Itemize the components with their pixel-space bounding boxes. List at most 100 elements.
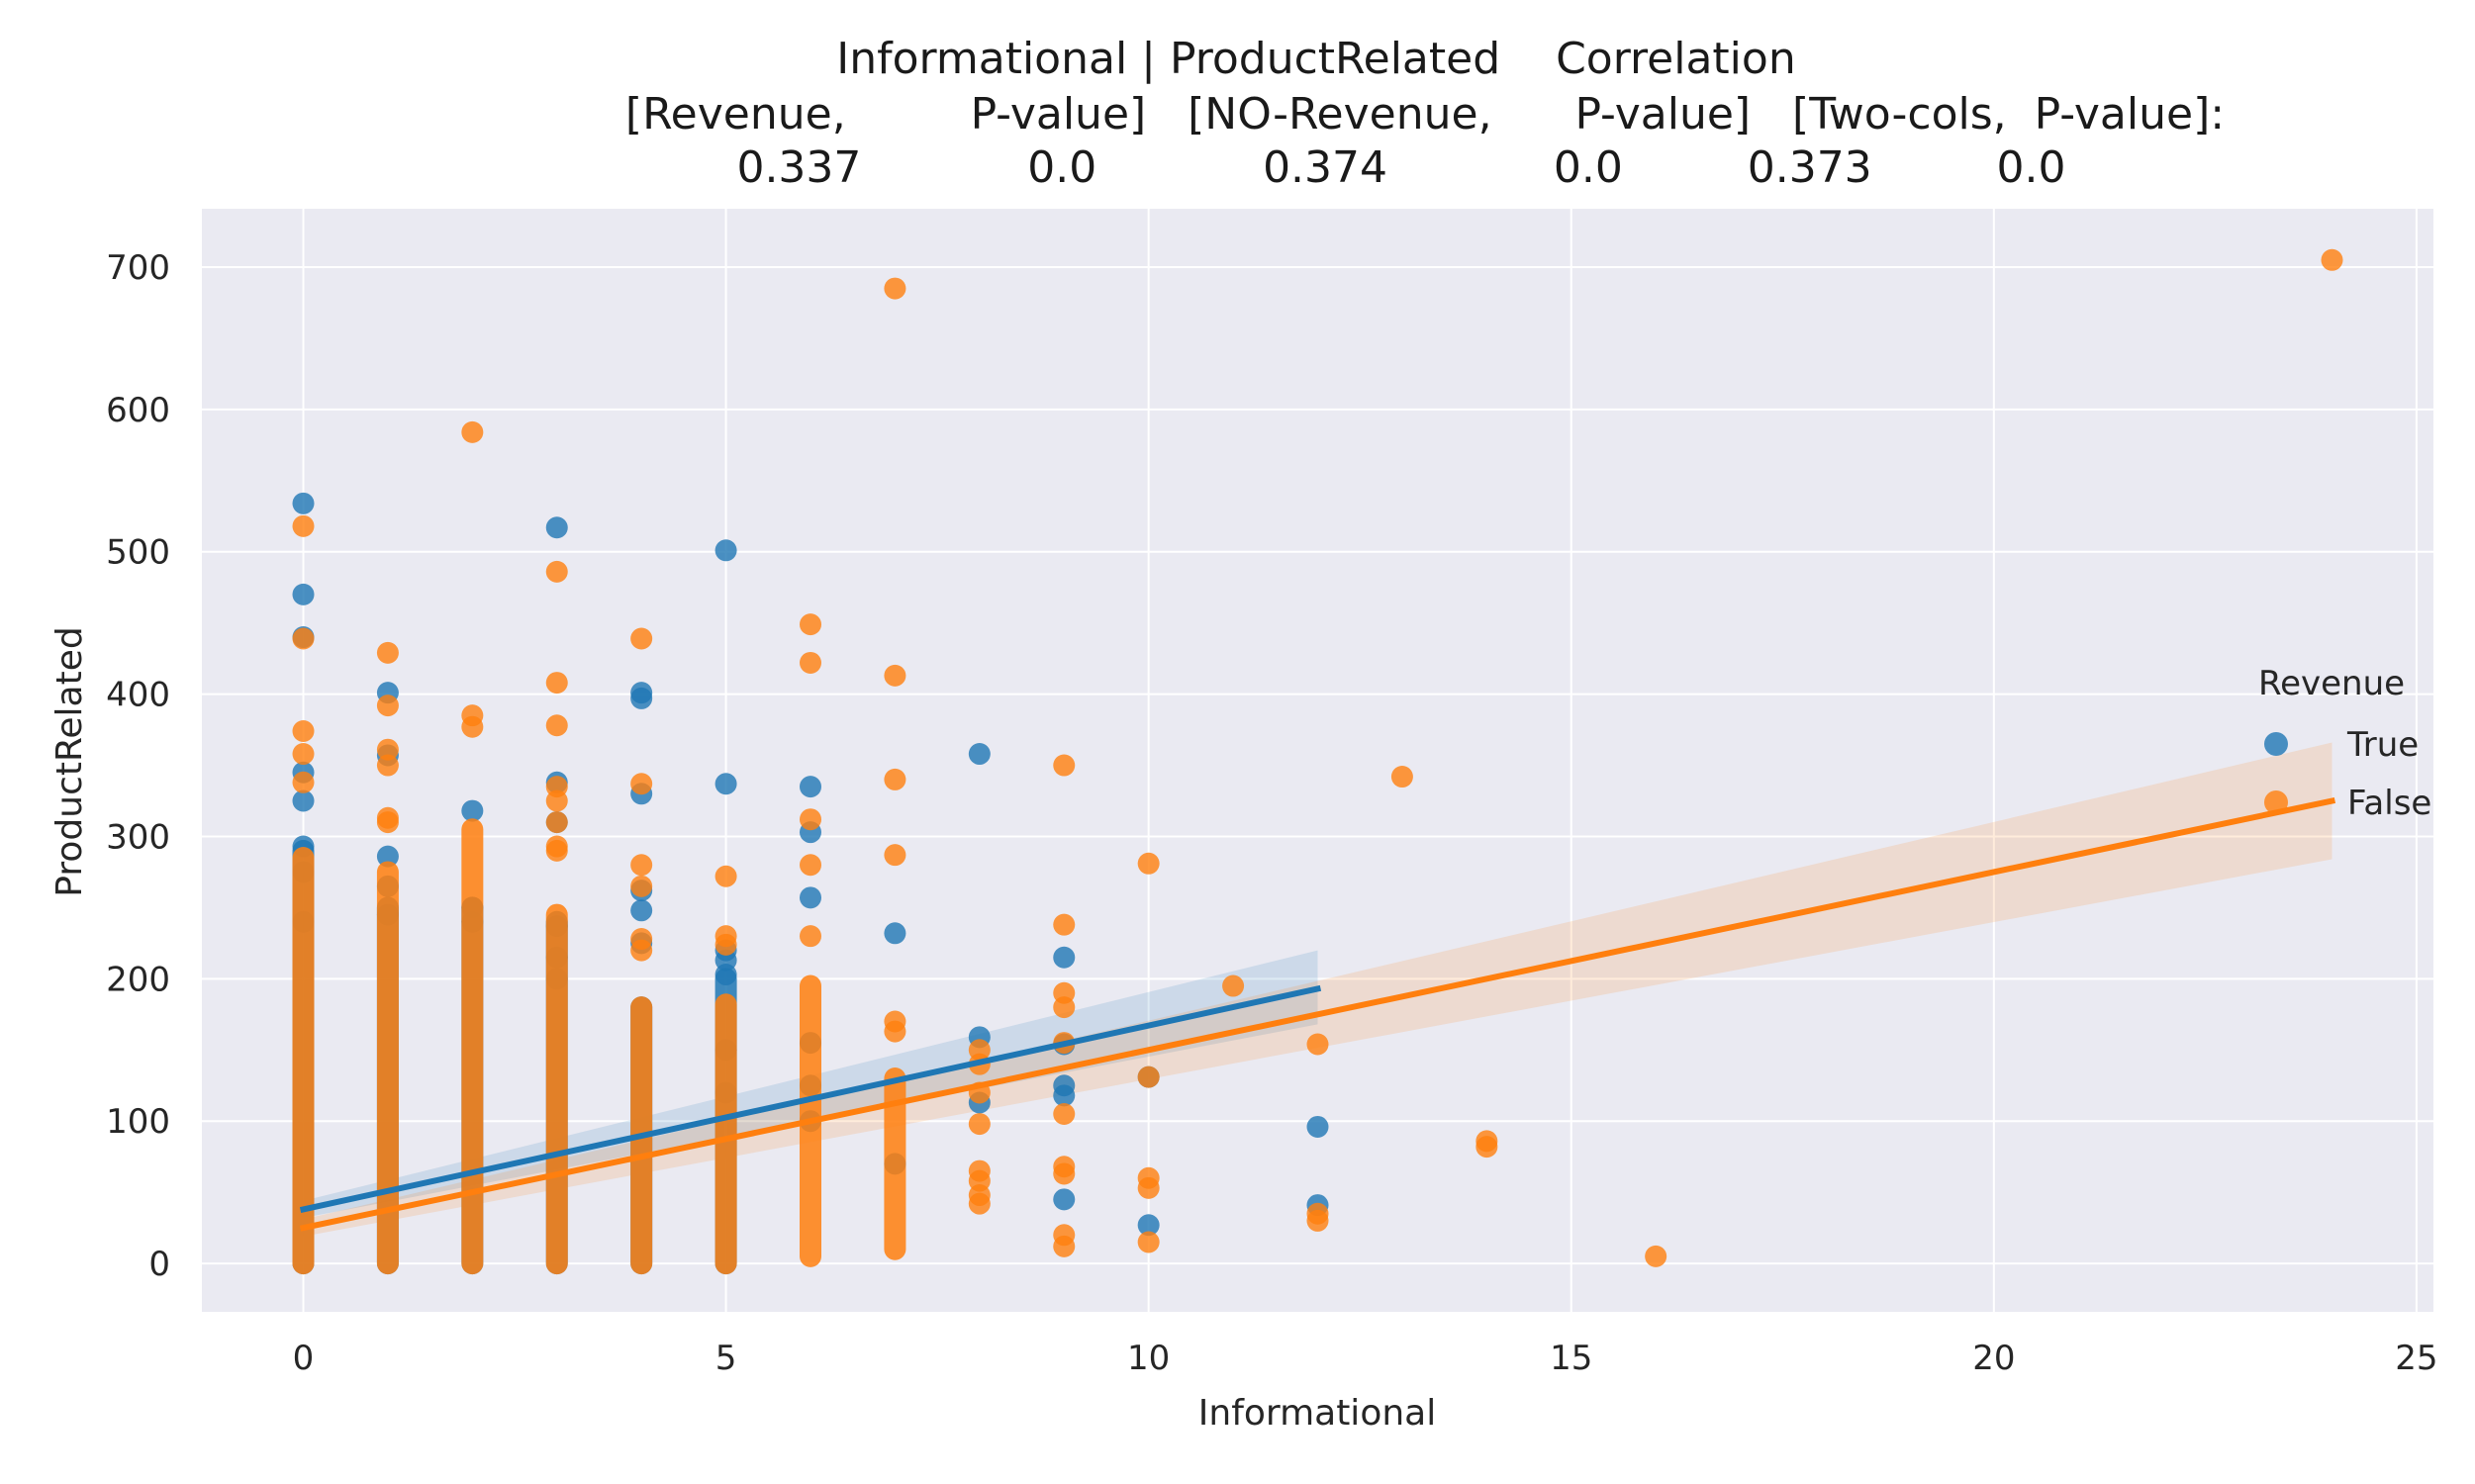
y-tick-label: 400 [106,676,170,715]
data-point [714,773,737,795]
x-axis-ticks: 0 5 10 15 20 25 [293,1339,2438,1378]
data-point [292,514,315,537]
data-point [884,664,906,687]
data-point [461,799,484,822]
point-column [292,847,315,1275]
x-tick-label: 15 [1550,1339,1592,1378]
x-tick-label: 5 [715,1339,737,1378]
data-point [1137,1214,1160,1237]
points-false-series [292,248,2343,1275]
legend-label-true: True [2346,725,2419,765]
regression-lines [299,796,2336,1232]
legend-label-false: False [2347,784,2431,823]
data-point [630,875,653,897]
data-point [884,277,906,300]
data-point [2321,248,2343,271]
data-point [884,1020,906,1043]
data-point [1053,996,1076,1019]
data-point [800,808,821,831]
data-point [1053,913,1076,936]
y-tick-label: 0 [148,1245,170,1284]
data-point [800,613,821,636]
data-point [545,516,568,539]
data-point [376,641,399,664]
data-point [1306,1033,1329,1056]
point-column [545,903,568,1275]
y-axis-ticks: 0 100 200 300 400 500 600 700 [106,248,170,1284]
x-tick-label: 0 [293,1339,315,1378]
data-point [376,695,399,717]
point-column [714,993,737,1275]
regression-line-false [299,796,2336,1232]
data-point [545,560,568,583]
data-point [630,899,653,922]
grid [202,209,2433,1312]
data-point [630,854,653,877]
legend-marker-false [2264,790,2288,814]
data-point [1053,1188,1076,1211]
y-tick-label: 300 [106,817,170,857]
data-point [630,939,653,962]
data-point [1306,1115,1329,1138]
point-column [884,1067,906,1260]
data-point [1053,1162,1076,1185]
data-point [1053,1235,1076,1257]
y-axis-label: ProductRelated [49,626,90,896]
x-axis-label: Informational [1198,1393,1436,1434]
data-point [968,743,991,766]
data-point [461,420,484,443]
point-column [461,818,484,1275]
data-point [292,492,315,514]
data-point [1222,974,1245,997]
data-point [800,776,821,798]
x-tick-label: 10 [1127,1339,1170,1378]
data-point [630,687,653,709]
data-point [630,627,653,650]
data-point [292,720,315,743]
data-point [630,773,653,795]
chart-title-line-2: [Revenue, P-value] [NO-Revenue, P-value]… [625,89,2225,139]
legend-marker-true [2264,732,2288,756]
data-point [714,933,737,956]
data-point [545,672,568,695]
data-point [376,845,399,868]
x-tick-label: 20 [1972,1339,2015,1378]
data-point [376,738,399,761]
data-point [1137,1231,1160,1253]
legend-title: Revenue [2258,664,2405,703]
data-point [1475,1136,1498,1159]
point-column [376,861,399,1275]
data-point [545,811,568,834]
data-point [292,789,315,812]
data-point [545,789,568,812]
data-point [1053,1084,1076,1107]
data-point [1053,946,1076,969]
data-point [800,854,821,877]
data-point [1137,1066,1160,1088]
data-point [1390,766,1413,788]
data-point [461,715,484,738]
data-point [968,1113,991,1136]
data-point [376,811,399,834]
chart-title-line-3: 0.337 0.0 0.374 0.0 0.373 0.0 [736,142,2065,193]
chart-title-line-1: Informational | ProductRelated Correlati… [836,34,1795,84]
chart-title: Informational | ProductRelated Correlati… [625,34,2225,193]
data-point [292,743,315,766]
data-point [714,964,737,986]
data-point [714,865,737,887]
data-point [1306,1209,1329,1232]
data-point [545,839,568,862]
y-tick-label: 100 [106,1102,170,1142]
data-point [884,768,906,790]
data-point [800,651,821,674]
data-point [545,714,568,737]
data-point [714,539,737,562]
data-point [1137,1176,1160,1199]
legend: Revenue True False [2258,664,2431,823]
data-point [292,583,315,605]
y-tick-label: 500 [106,533,170,573]
data-point [968,1192,991,1215]
data-point [292,771,315,793]
data-point [1053,1103,1076,1126]
